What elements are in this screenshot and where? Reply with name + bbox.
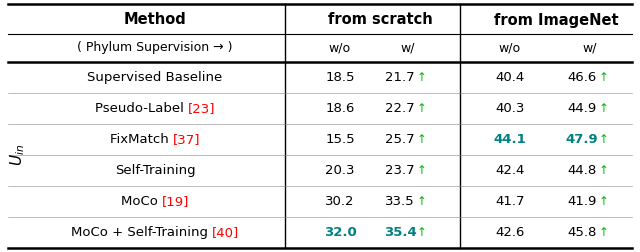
- Text: Supervised Baseline: Supervised Baseline: [88, 71, 223, 84]
- Text: [37]: [37]: [173, 133, 200, 146]
- Text: 23.7: 23.7: [385, 164, 415, 177]
- Text: ↑: ↑: [599, 102, 609, 115]
- Text: 44.8: 44.8: [568, 164, 596, 177]
- Text: 41.7: 41.7: [495, 195, 525, 208]
- Text: 44.9: 44.9: [568, 102, 596, 115]
- Text: 18.6: 18.6: [325, 102, 355, 115]
- Text: 32.0: 32.0: [324, 226, 356, 239]
- Text: 22.7: 22.7: [385, 102, 415, 115]
- Text: w/o: w/o: [329, 42, 351, 54]
- Text: ↑: ↑: [599, 164, 609, 177]
- Text: ↑: ↑: [417, 133, 427, 146]
- Text: ( Phylum Supervision → ): ( Phylum Supervision → ): [77, 42, 233, 54]
- Text: w/: w/: [401, 42, 415, 54]
- Text: 33.5: 33.5: [385, 195, 415, 208]
- Text: [19]: [19]: [162, 195, 189, 208]
- Text: $U_{in}$: $U_{in}$: [9, 144, 28, 166]
- Text: 35.4: 35.4: [383, 226, 417, 239]
- Text: w/: w/: [583, 42, 597, 54]
- Text: MoCo: MoCo: [121, 195, 162, 208]
- Text: ↑: ↑: [599, 71, 609, 84]
- Text: Pseudo-Label: Pseudo-Label: [95, 102, 188, 115]
- Text: ↑: ↑: [417, 195, 427, 208]
- Text: 40.4: 40.4: [495, 71, 525, 84]
- Text: Method: Method: [124, 13, 186, 27]
- Text: ↑: ↑: [599, 195, 609, 208]
- Text: [40]: [40]: [212, 226, 239, 239]
- Text: ↑: ↑: [417, 102, 427, 115]
- Text: Self-Training: Self-Training: [115, 164, 195, 177]
- Text: 15.5: 15.5: [325, 133, 355, 146]
- Text: [23]: [23]: [188, 102, 215, 115]
- Text: MoCo + Self-Training: MoCo + Self-Training: [71, 226, 212, 239]
- Text: ↑: ↑: [417, 226, 427, 239]
- Text: 20.3: 20.3: [325, 164, 355, 177]
- Text: 30.2: 30.2: [325, 195, 355, 208]
- Text: 21.7: 21.7: [385, 71, 415, 84]
- Text: 18.5: 18.5: [325, 71, 355, 84]
- Text: 41.9: 41.9: [567, 195, 596, 208]
- Text: ↑: ↑: [599, 226, 609, 239]
- Text: FixMatch: FixMatch: [109, 133, 173, 146]
- Text: w/o: w/o: [499, 42, 521, 54]
- Text: 45.8: 45.8: [567, 226, 596, 239]
- Text: ↑: ↑: [599, 133, 609, 146]
- Text: 40.3: 40.3: [495, 102, 525, 115]
- Text: 25.7: 25.7: [385, 133, 415, 146]
- Text: ↑: ↑: [417, 164, 427, 177]
- Text: ↑: ↑: [417, 71, 427, 84]
- Text: 42.6: 42.6: [495, 226, 525, 239]
- Text: 46.6: 46.6: [568, 71, 596, 84]
- Text: from ImageNet: from ImageNet: [493, 13, 618, 27]
- Text: 42.4: 42.4: [495, 164, 525, 177]
- Text: 47.9: 47.9: [566, 133, 598, 146]
- Text: from scratch: from scratch: [328, 13, 433, 27]
- Text: 44.1: 44.1: [493, 133, 526, 146]
